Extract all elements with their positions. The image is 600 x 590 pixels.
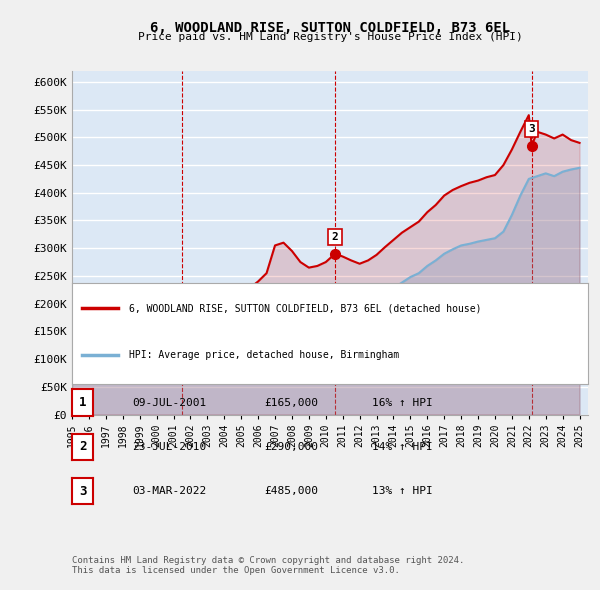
Text: 6, WOODLAND RISE, SUTTON COLDFIELD, B73 6EL: 6, WOODLAND RISE, SUTTON COLDFIELD, B73 … [150, 21, 510, 35]
Text: 16% ↑ HPI: 16% ↑ HPI [372, 398, 433, 408]
Text: 14% ↑ HPI: 14% ↑ HPI [372, 442, 433, 452]
Text: £485,000: £485,000 [264, 487, 318, 496]
Text: HPI: Average price, detached house, Birmingham: HPI: Average price, detached house, Birm… [129, 350, 399, 360]
Text: Price paid vs. HM Land Registry's House Price Index (HPI): Price paid vs. HM Land Registry's House … [137, 32, 523, 42]
Text: 2: 2 [79, 440, 86, 454]
Text: £165,000: £165,000 [264, 398, 318, 408]
Text: £290,000: £290,000 [264, 442, 318, 452]
Text: 13% ↑ HPI: 13% ↑ HPI [372, 487, 433, 496]
Text: 3: 3 [79, 484, 86, 498]
Text: 09-JUL-2001: 09-JUL-2001 [132, 398, 206, 408]
Text: 1: 1 [79, 396, 86, 409]
Text: 3: 3 [528, 124, 535, 134]
Text: Contains HM Land Registry data © Crown copyright and database right 2024.
This d: Contains HM Land Registry data © Crown c… [72, 556, 464, 575]
Text: 6, WOODLAND RISE, SUTTON COLDFIELD, B73 6EL (detached house): 6, WOODLAND RISE, SUTTON COLDFIELD, B73 … [129, 303, 481, 313]
Text: 1: 1 [179, 301, 185, 312]
Text: 03-MAR-2022: 03-MAR-2022 [132, 487, 206, 496]
Text: 2: 2 [332, 232, 338, 242]
Text: 23-JUL-2010: 23-JUL-2010 [132, 442, 206, 452]
